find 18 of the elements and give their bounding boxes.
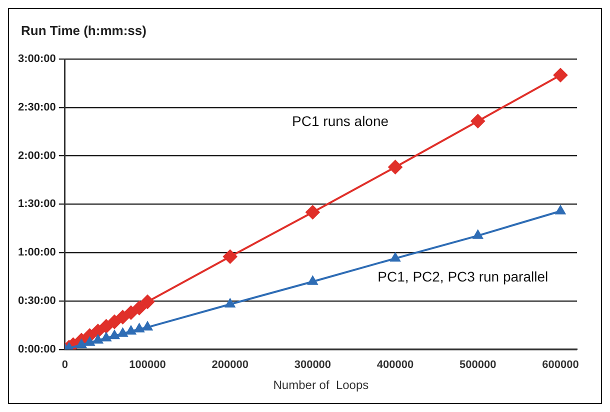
x-tick-label: 600000 (542, 359, 579, 372)
x-axis-title: Number of Loops (273, 378, 369, 392)
x-tick-label: 0 (62, 359, 68, 372)
y-axis-title: Run Time (h:mm:ss) (21, 23, 146, 38)
y-tick-label: 0:00:00 (18, 343, 56, 356)
y-tick-label: 1:00:00 (18, 246, 56, 259)
text: PC1 runs alone (292, 112, 389, 129)
series-label: PC1, PC2, PC3 run parallel (378, 268, 548, 285)
x-tick-label: 300000 (294, 359, 332, 372)
y-tick-label: 2:00:00 (18, 150, 56, 162)
y-tick-label: 2:30:00 (18, 101, 56, 114)
x-tick-label: 500000 (460, 359, 496, 372)
x-tick-label: 200000 (212, 359, 248, 372)
y-tick-label: 1:30:00 (18, 198, 56, 210)
y-tick-label: 3:00:00 (18, 53, 56, 66)
x-tick-label: 400000 (376, 359, 414, 372)
y-tick-label: 0:30:00 (18, 295, 56, 308)
x-tick-label: 100000 (129, 359, 166, 372)
